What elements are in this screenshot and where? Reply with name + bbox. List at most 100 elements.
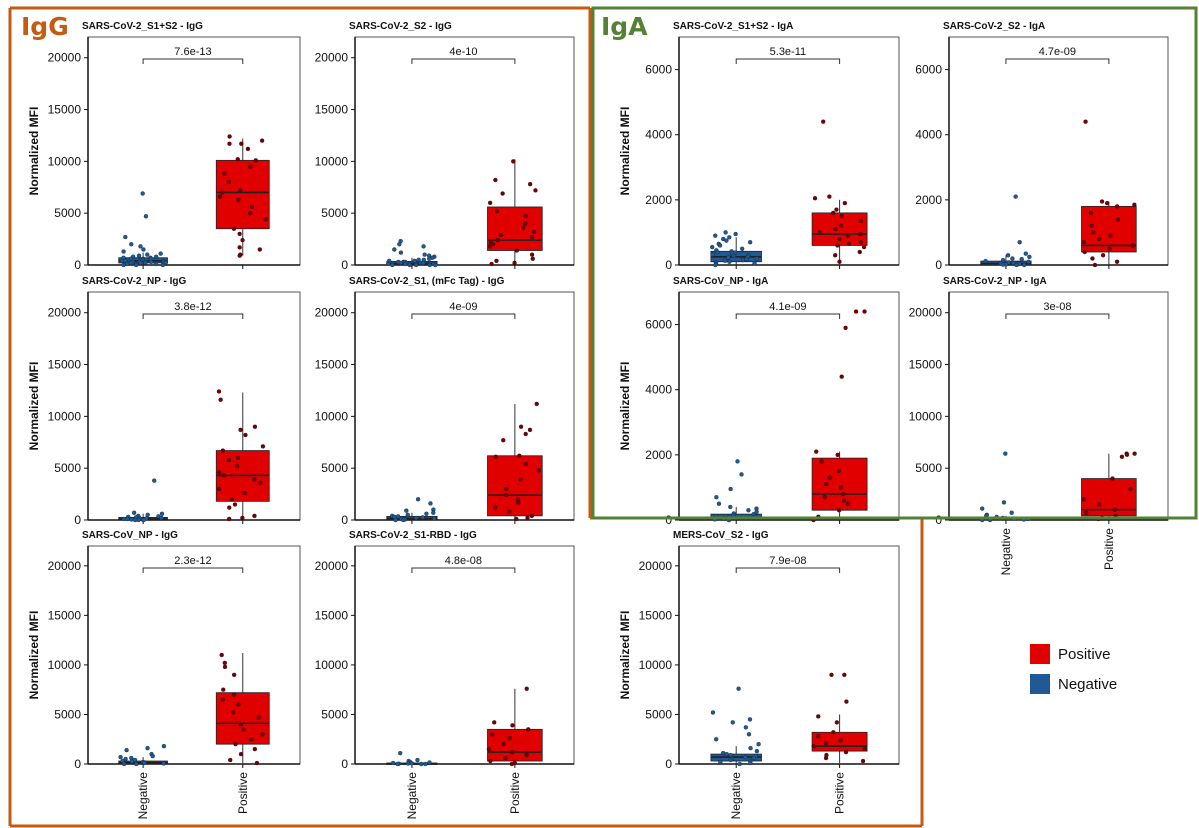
y-axis-label: Normalized MFI <box>618 362 632 451</box>
p-value-label: 3.8e-12 <box>174 301 211 313</box>
data-point <box>746 732 752 737</box>
data-point <box>121 516 127 522</box>
data-point <box>862 746 867 752</box>
data-point <box>821 119 826 124</box>
data-point <box>1100 253 1106 258</box>
data-point <box>401 517 406 523</box>
data-point <box>233 742 238 747</box>
y-tick-label: 6000 <box>645 63 672 77</box>
data-point <box>427 760 432 765</box>
data-point <box>839 213 844 219</box>
y-tick-label: 20000 <box>48 306 82 320</box>
y-tick-label: 0 <box>341 757 348 771</box>
data-point <box>860 758 866 764</box>
data-point <box>824 482 829 487</box>
data-point <box>837 236 842 242</box>
data-point <box>838 223 844 229</box>
p-value-label: 4.1e-09 <box>769 301 806 313</box>
data-point <box>1099 199 1105 204</box>
data-point <box>1104 200 1110 206</box>
data-point <box>252 746 257 752</box>
legend-item-negative: Negative <box>1030 669 1170 699</box>
data-point <box>501 742 506 747</box>
data-point <box>138 260 143 266</box>
data-point <box>727 259 732 264</box>
significance-bracket <box>411 567 516 573</box>
y-axis-label: Normalized MFI <box>27 362 41 451</box>
y-tick-label: 10000 <box>315 154 349 168</box>
chart-panel: MERS-CoV_S2 - IgG 0 5000 10000 15000 20000 Neg… <box>618 530 900 819</box>
data-point <box>415 757 420 763</box>
data-point <box>1090 256 1095 261</box>
data-point <box>238 722 243 727</box>
iga-group-border <box>591 6 1198 520</box>
data-point <box>754 748 760 754</box>
box-body <box>811 457 868 511</box>
data-point <box>433 262 438 268</box>
data-point <box>1022 262 1027 268</box>
data-point <box>235 157 240 162</box>
chart-panel: SARS-CoV-2_S1+S2 - IgA 0 2000 4000 6000 Norma… <box>618 21 900 272</box>
data-point <box>834 720 840 725</box>
y-tick-label: 5000 <box>321 206 348 220</box>
data-point <box>226 179 232 185</box>
y-tick-label: 0 <box>341 258 348 272</box>
data-point <box>1114 204 1120 209</box>
data-point <box>837 259 842 264</box>
data-point <box>159 515 164 521</box>
data-point <box>140 191 145 196</box>
data-point <box>507 509 512 514</box>
data-point <box>503 755 508 761</box>
data-point <box>222 660 227 666</box>
chart-title: SARS-CoV-2_S1-RBD - IgG <box>349 530 477 541</box>
data-point <box>216 486 222 492</box>
data-point <box>217 194 223 199</box>
data-point <box>527 427 533 432</box>
data-point <box>249 204 255 210</box>
data-point <box>121 249 126 254</box>
data-point <box>493 177 498 183</box>
data-point <box>841 491 846 497</box>
data-point <box>524 752 529 758</box>
legend-label-negative: Negative <box>1058 675 1118 693</box>
data-point <box>716 501 722 506</box>
data-point <box>710 252 715 257</box>
data-point <box>1112 507 1118 512</box>
y-tick-label: 15000 <box>315 103 349 117</box>
y-tick-label: 10000 <box>909 409 943 423</box>
data-point <box>861 244 867 250</box>
chart-title: SARS-CoV-2_S1+S2 - IgA <box>673 21 793 32</box>
data-point <box>527 182 533 187</box>
y-tick-label: 10000 <box>48 658 82 672</box>
data-point <box>1009 510 1014 515</box>
data-point <box>1119 454 1125 459</box>
data-point <box>153 261 158 267</box>
data-point <box>419 761 424 767</box>
data-point <box>1130 243 1135 248</box>
data-point <box>232 502 238 507</box>
iga-group-label: IgA <box>601 12 648 41</box>
data-point <box>422 252 427 257</box>
data-point <box>857 249 862 255</box>
y-tick-label: 10000 <box>48 409 82 423</box>
legend-item-positive: Positive <box>1030 639 1170 669</box>
y-axis-label: Normalized MFI <box>27 611 41 700</box>
data-point <box>161 761 166 766</box>
y-tick-label: 0 <box>935 258 942 272</box>
data-point <box>263 217 268 222</box>
data-point <box>521 225 526 230</box>
data-point <box>245 146 251 152</box>
data-point <box>862 309 867 314</box>
data-point <box>1107 246 1112 251</box>
data-point <box>490 732 495 737</box>
data-point <box>494 208 500 214</box>
data-point <box>740 257 746 263</box>
data-point <box>153 254 159 259</box>
data-point <box>248 211 253 216</box>
data-point <box>723 230 728 235</box>
significance-bracket <box>142 58 244 64</box>
significance-bracket <box>142 313 244 319</box>
data-point <box>748 745 753 751</box>
data-point <box>129 759 135 764</box>
data-point <box>1013 194 1018 199</box>
